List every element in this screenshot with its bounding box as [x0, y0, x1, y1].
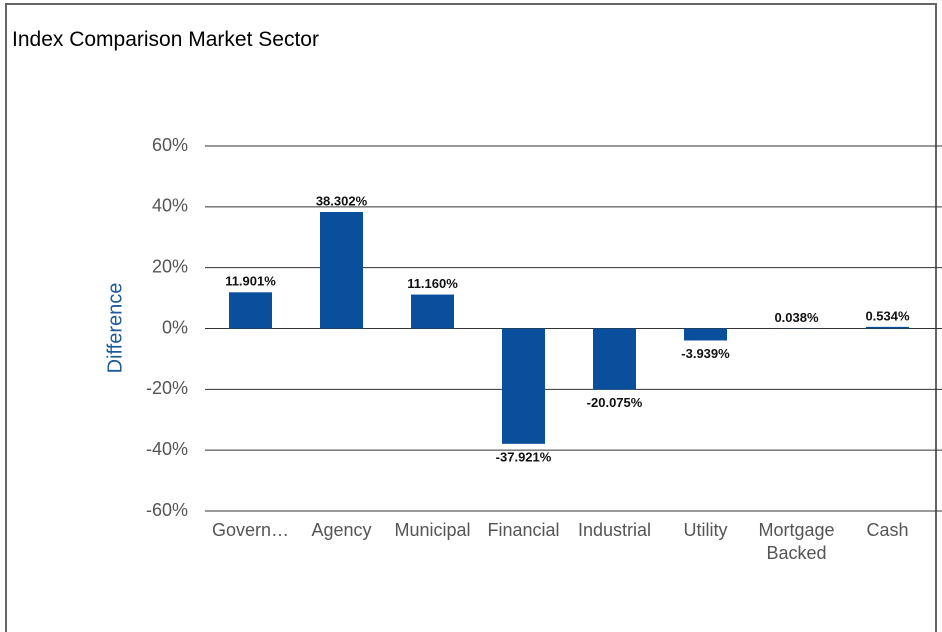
x-tick-label: Mortgage Backed: [758, 520, 835, 563]
data-label: 0.038%: [774, 310, 819, 325]
chart-title: Index Comparison Market Sector: [12, 28, 319, 51]
x-tick-label: Govern…: [211, 520, 290, 540]
bar: [411, 294, 454, 329]
frame: [5, 3, 937, 632]
bar: [593, 328, 636, 390]
y-tick-label: 20%: [152, 256, 188, 276]
bar: [320, 211, 363, 329]
data-label: -3.939%: [681, 346, 730, 361]
data-label: 0.534%: [865, 308, 910, 323]
bar: [502, 328, 545, 444]
bar: [684, 328, 727, 341]
x-tick-label: Financial: [487, 520, 560, 540]
y-tick-label: 60%: [152, 135, 188, 155]
x-tick-label: Cash: [866, 520, 909, 540]
y-axis-label: Difference: [104, 283, 126, 374]
data-label: -37.921%: [496, 449, 552, 464]
x-tick-label: Industrial: [577, 520, 652, 540]
y-tick-label: 40%: [152, 196, 188, 216]
x-tick-label: Municipal: [394, 520, 471, 540]
x-tick-label: Utility: [683, 520, 728, 540]
y-tick-label: -60%: [146, 500, 188, 520]
data-label: 11.160%: [407, 276, 458, 291]
bar: [229, 292, 272, 329]
y-tick-label: 0%: [162, 317, 188, 337]
x-tick-label: Agency: [311, 520, 372, 540]
data-label: -20.075%: [587, 395, 643, 410]
bar: [866, 326, 909, 329]
data-label: 11.901%: [225, 274, 276, 289]
y-tick-label: -40%: [146, 439, 188, 459]
data-label: 38.302%: [316, 193, 368, 208]
y-tick-label: -20%: [146, 378, 188, 398]
